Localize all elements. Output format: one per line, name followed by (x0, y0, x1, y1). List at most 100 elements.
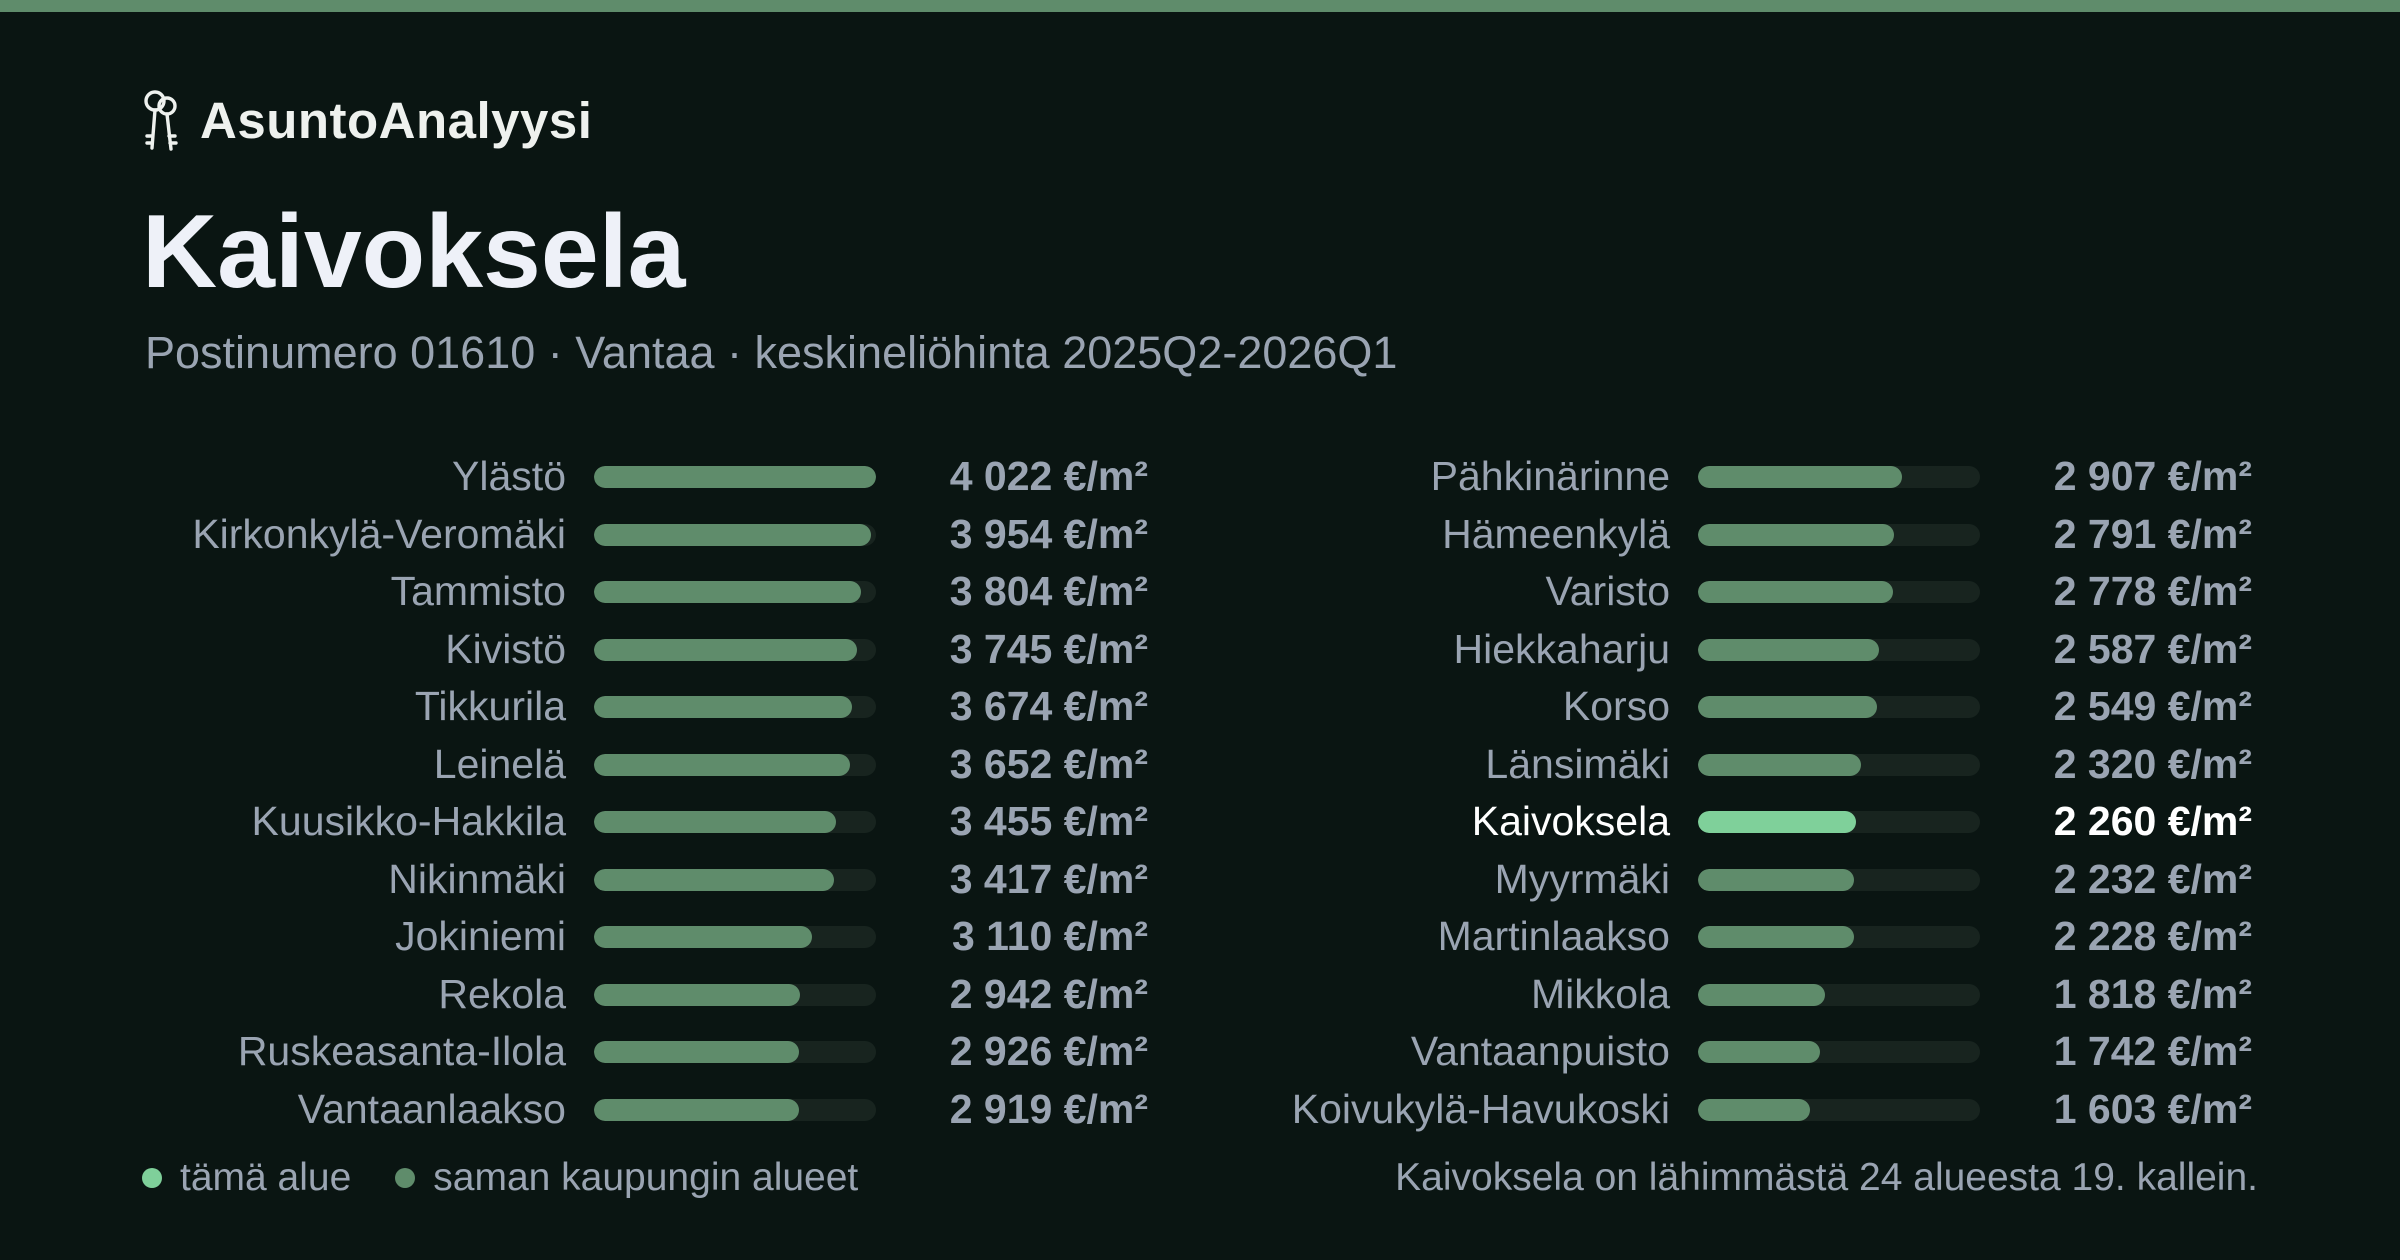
legend-label-same-city: saman kaupungin alueet (433, 1156, 859, 1199)
bar-value-label: 2 791 €/m² (2053, 510, 2252, 557)
bar-value-label: 2 907 €/m² (2053, 453, 2252, 499)
bar (594, 926, 812, 948)
bar-label: Hämeenkylä (1442, 510, 1670, 557)
bar-label: Koivukylä-Havukoski (1291, 1085, 1670, 1132)
bar-track (1698, 753, 1980, 776)
bar-track (594, 466, 876, 488)
bar-value-label: 2 320 €/m² (2053, 740, 2252, 787)
bar (1698, 466, 1902, 488)
bar-value-label: 3 954 €/m² (949, 510, 1148, 557)
bar-track (594, 581, 876, 603)
bar-value-label: 2 778 €/m² (2053, 568, 2252, 614)
bar-label: Nikinmäki (388, 855, 566, 902)
bar (1698, 983, 1825, 1006)
bar-label: Ylästö (452, 453, 566, 499)
bar-track (594, 811, 876, 833)
bar-value-label: 3 674 €/m² (949, 683, 1148, 729)
bar-value-label: 2 228 €/m² (2053, 913, 2252, 959)
rank-footnote: Kaivoksela on lähimmästä 24 alueesta 19.… (1395, 1156, 2258, 1199)
page-title: Kaivoksela (142, 194, 686, 310)
bar-value-label: 3 745 €/m² (949, 625, 1148, 672)
bar-label: Tikkurila (414, 683, 566, 729)
brand: AsuntoAnalyysi (140, 88, 592, 152)
bar (1698, 926, 1854, 948)
bar-track (594, 1098, 876, 1121)
bar-value-label: 1 603 €/m² (2053, 1085, 2252, 1132)
bar-value-label: 3 417 €/m² (949, 855, 1148, 902)
bar-value-label: 1 742 €/m² (2053, 1028, 2252, 1074)
bar-track (594, 638, 876, 661)
bar-track (1698, 581, 1980, 603)
bar (1698, 581, 1893, 603)
bar-track (594, 753, 876, 776)
bar (1698, 868, 1854, 891)
bar-track (594, 1041, 876, 1063)
bar (594, 1041, 799, 1063)
bar (594, 1098, 799, 1121)
bar (594, 581, 861, 603)
bar (1698, 696, 1877, 718)
bar-label: Vantaanlaakso (297, 1085, 566, 1132)
bar-track (1698, 983, 1980, 1006)
bar-value-label: 2 942 €/m² (949, 970, 1148, 1017)
bar-label: Mikkola (1531, 970, 1670, 1017)
bar (594, 753, 850, 776)
bar-value-label: 2 549 €/m² (2053, 683, 2252, 729)
bar-track (594, 926, 876, 948)
bar-track (1698, 868, 1980, 891)
bar-value-label: 3 652 €/m² (949, 740, 1148, 787)
legend-item-this-area: tämä alue (142, 1156, 351, 1200)
bar (1698, 1041, 1820, 1063)
bar (1698, 1098, 1810, 1121)
bar-value-label: 2 587 €/m² (2053, 625, 2252, 672)
bar-label: Rekola (438, 970, 566, 1017)
legend-label-this-area: tämä alue (180, 1156, 352, 1199)
bar-track (1698, 1041, 1980, 1063)
bar-value-label: 2 926 €/m² (949, 1028, 1148, 1074)
bar-value-label: 3 804 €/m² (949, 568, 1148, 614)
bar-value-label: 2 232 €/m² (2053, 855, 2252, 902)
bar-track (594, 868, 876, 891)
bar (1698, 523, 1894, 546)
legend: tämä alue saman kaupungin alueet (142, 1152, 902, 1204)
bar-label: Länsimäki (1485, 740, 1670, 787)
bar-label: Ruskeasanta-Ilola (237, 1028, 566, 1074)
bar-track (1698, 696, 1980, 718)
bar-label: Kaivoksela (1471, 798, 1670, 844)
bar-value-label: 1 818 €/m² (2053, 970, 2252, 1017)
bar (594, 868, 834, 891)
bar (1698, 638, 1879, 661)
bar-label: Tammisto (390, 568, 566, 614)
bar (594, 811, 836, 833)
bar-value-label: 2 260 €/m² (2053, 798, 2252, 844)
legend-item-same-city: saman kaupungin alueet (395, 1156, 858, 1200)
bar-track (1698, 1098, 1980, 1121)
bar (594, 523, 871, 546)
bar-track (594, 523, 876, 546)
bar-value-label: 2 919 €/m² (949, 1085, 1148, 1132)
bar-label: Kuusikko-Hakkila (251, 798, 566, 844)
bar (594, 466, 876, 488)
bar (1698, 753, 1861, 776)
bar-value-label: 3 455 €/m² (949, 798, 1148, 844)
brand-name: AsuntoAnalyysi (200, 91, 593, 149)
bar-track (1698, 466, 1980, 488)
bar-track (1698, 523, 1980, 546)
bar-label: Korso (1562, 683, 1670, 729)
legend-dot-default (395, 1168, 416, 1188)
bar-value-label: 4 022 €/m² (949, 453, 1148, 499)
bar-label: Vantaanpuisto (1410, 1028, 1670, 1074)
bar-label: Kivistö (445, 625, 566, 672)
top-accent-bar (0, 0, 2400, 12)
bar (594, 696, 852, 718)
bar-track (1698, 926, 1980, 948)
legend-dot-highlight (142, 1168, 162, 1188)
bar-label: Pähkinärinne (1430, 453, 1670, 499)
bar-track (594, 696, 876, 718)
bar-label: Martinlaakso (1437, 913, 1670, 959)
bar-track (1698, 638, 1980, 661)
bar-label: Jokiniemi (395, 913, 566, 959)
bar (594, 983, 800, 1006)
keys-icon (144, 90, 178, 151)
bar (594, 638, 857, 661)
